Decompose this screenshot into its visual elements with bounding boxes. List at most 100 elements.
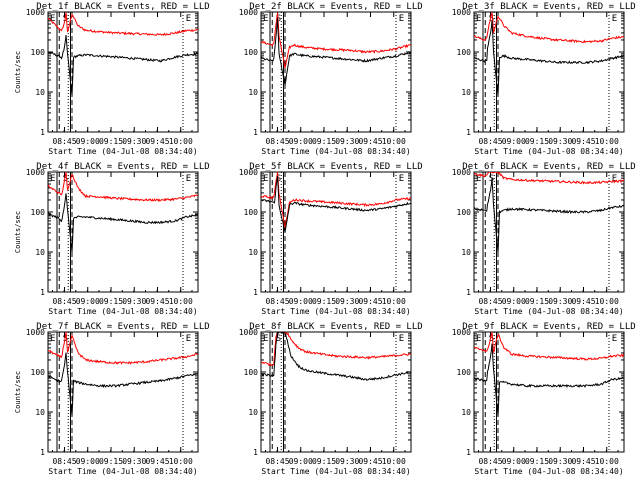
x-tick-label: 09:30 bbox=[335, 297, 359, 306]
event-marker-label: S bbox=[276, 14, 281, 24]
y-tick-label: 1 bbox=[253, 288, 258, 297]
x-tick-label: 09:00 bbox=[76, 297, 100, 306]
x-tick-label: 10:00 bbox=[169, 297, 193, 306]
series-line-black bbox=[48, 193, 198, 253]
y-tick-label: 10 bbox=[248, 408, 258, 417]
x-tick-label: 09:45 bbox=[145, 457, 169, 466]
y-tick-label: 100 bbox=[244, 48, 259, 57]
event-marker-label: S bbox=[63, 334, 68, 344]
series-line-red bbox=[261, 332, 411, 367]
chart-panel-3: Det_3f BLACK = Events, RED = LLD 1 10 100 10… bbox=[452, 2, 636, 156]
x-tick-label: 10:00 bbox=[382, 137, 406, 146]
x-tick-label: 10:00 bbox=[595, 297, 619, 306]
y-tick-label: 100 bbox=[457, 368, 472, 377]
chart-title: Det_3f BLACK = Events, RED = LLD bbox=[462, 2, 635, 12]
x-tick-label: 09:15 bbox=[525, 457, 549, 466]
x-axis-label: Start Time (04-Jul-08 08:34:40) bbox=[261, 467, 410, 476]
y-tick-label: 1000 bbox=[452, 328, 471, 337]
y-tick-label: 10 bbox=[461, 248, 471, 257]
chart-panel-5: Det_5f BLACK = Events, RED = LLD 1 10 100 10… bbox=[239, 162, 423, 316]
x-tick-label: 10:00 bbox=[382, 457, 406, 466]
event-marker-label: E bbox=[263, 14, 268, 24]
chart-title: Det_2f BLACK = Events, RED = LLD bbox=[249, 2, 422, 12]
plot-frame bbox=[473, 11, 625, 133]
x-tick-label: 09:15 bbox=[312, 297, 336, 306]
x-axis-label: Start Time (04-Jul-08 08:34:40) bbox=[48, 307, 197, 316]
plot-frame bbox=[47, 171, 199, 293]
x-tick-label: 09:45 bbox=[571, 297, 595, 306]
x-tick-label: 10:00 bbox=[595, 137, 619, 146]
series-line-black bbox=[474, 178, 624, 253]
x-tick-label: 08:45 bbox=[52, 137, 76, 146]
x-tick-label: 09:30 bbox=[548, 137, 572, 146]
chart-panel-1: Det_1f BLACK = Events, RED = LLD 1 10 100 10… bbox=[14, 2, 210, 156]
event-marker-label: E bbox=[186, 174, 191, 184]
plot-frame bbox=[260, 11, 412, 133]
x-tick-label: 08:45 bbox=[52, 457, 76, 466]
x-tick-label: 08:45 bbox=[265, 297, 289, 306]
y-tick-label: 10 bbox=[461, 88, 471, 97]
x-tick-label: 09:00 bbox=[289, 297, 313, 306]
x-tick-label: 09:30 bbox=[548, 457, 572, 466]
event-marker-label: E bbox=[50, 174, 55, 184]
x-axis-label: Start Time (04-Jul-08 08:34:40) bbox=[48, 147, 197, 156]
event-marker-label: E bbox=[186, 334, 191, 344]
event-marker-label: S bbox=[276, 334, 281, 344]
y-axis-label: Counts/sec bbox=[14, 371, 22, 413]
x-tick-label: 09:30 bbox=[548, 297, 572, 306]
x-axis-label: Start Time (04-Jul-08 08:34:40) bbox=[48, 467, 197, 476]
event-marker-label: E bbox=[50, 334, 55, 344]
y-tick-label: 1000 bbox=[26, 8, 45, 17]
plot-frame bbox=[47, 11, 199, 133]
series-line-black bbox=[48, 352, 198, 417]
chart-panel-8: Det_8f BLACK = Events, RED = LLD 1 10 100 10… bbox=[239, 322, 423, 476]
x-tick-label: 09:30 bbox=[122, 137, 146, 146]
event-marker-label: E bbox=[263, 174, 268, 184]
x-tick-label: 09:00 bbox=[502, 137, 526, 146]
event-marker-label: E bbox=[399, 334, 404, 344]
x-tick-label: 09:00 bbox=[502, 457, 526, 466]
x-tick-label: 10:00 bbox=[169, 137, 193, 146]
x-tick-label: 09:15 bbox=[525, 297, 549, 306]
y-tick-label: 1 bbox=[40, 448, 45, 457]
x-tick-label: 09:15 bbox=[99, 457, 123, 466]
series-line-red bbox=[261, 172, 411, 228]
y-tick-label: 1 bbox=[40, 288, 45, 297]
y-tick-label: 1000 bbox=[26, 328, 45, 337]
x-tick-label: 08:45 bbox=[478, 297, 502, 306]
x-axis-label: Start Time (04-Jul-08 08:34:40) bbox=[474, 467, 623, 476]
x-tick-label: 09:00 bbox=[289, 137, 313, 146]
chart-title: Det_4f BLACK = Events, RED = LLD bbox=[36, 162, 209, 172]
y-tick-label: 10 bbox=[248, 248, 258, 257]
chart-panel-4: Det_4f BLACK = Events, RED = LLD 1 10 100 10… bbox=[14, 162, 210, 316]
x-tick-label: 09:45 bbox=[358, 457, 382, 466]
x-axis-label: Start Time (04-Jul-08 08:34:40) bbox=[474, 147, 623, 156]
event-marker-label: S bbox=[489, 334, 494, 344]
y-tick-label: 1 bbox=[466, 448, 471, 457]
event-marker-label: E bbox=[263, 334, 268, 344]
y-tick-label: 1000 bbox=[452, 168, 471, 177]
plot-frame bbox=[473, 331, 625, 453]
y-tick-label: 1000 bbox=[26, 168, 45, 177]
y-tick-label: 10 bbox=[248, 88, 258, 97]
series-line-black bbox=[261, 332, 411, 381]
series-line-red bbox=[48, 172, 198, 203]
series-line-red bbox=[474, 172, 624, 185]
x-tick-label: 09:45 bbox=[145, 137, 169, 146]
x-tick-label: 09:15 bbox=[525, 137, 549, 146]
x-tick-label: 09:30 bbox=[335, 137, 359, 146]
chart-title: Det_7f BLACK = Events, RED = LLD bbox=[36, 322, 209, 332]
plot-frame bbox=[260, 331, 412, 453]
event-marker-label: E bbox=[612, 14, 617, 24]
chart-panel-9: Det_9f BLACK = Events, RED = LLD 1 10 100 10… bbox=[452, 322, 636, 476]
x-tick-label: 09:00 bbox=[289, 457, 313, 466]
event-marker-label: E bbox=[612, 334, 617, 344]
series-line-black bbox=[48, 35, 198, 96]
y-axis-label: Counts/sec bbox=[14, 51, 22, 93]
x-tick-label: 09:45 bbox=[145, 297, 169, 306]
x-tick-label: 09:15 bbox=[99, 297, 123, 306]
x-tick-label: 09:30 bbox=[122, 457, 146, 466]
event-marker-label: E bbox=[399, 174, 404, 184]
chart-title: Det_1f BLACK = Events, RED = LLD bbox=[36, 2, 209, 12]
